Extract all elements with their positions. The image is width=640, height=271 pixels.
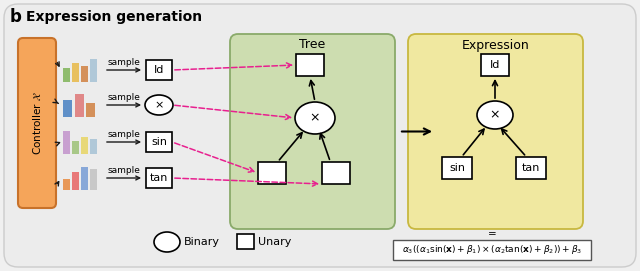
Text: Expression generation: Expression generation bbox=[26, 10, 202, 24]
Text: Binary: Binary bbox=[184, 237, 220, 247]
Bar bbox=[146, 168, 172, 188]
Bar bbox=[74, 94, 84, 117]
Text: $\alpha_3((\alpha_1\sin(\mathbf{x})+\beta_1)\times(\alpha_2\tan(\mathbf{x})+\bet: $\alpha_3((\alpha_1\sin(\mathbf{x})+\bet… bbox=[402, 244, 582, 256]
Text: sin: sin bbox=[151, 137, 167, 147]
Text: Unary: Unary bbox=[258, 237, 291, 247]
Bar bbox=[81, 167, 88, 190]
Bar bbox=[90, 59, 97, 82]
Bar bbox=[258, 162, 286, 184]
Bar bbox=[63, 179, 70, 190]
Text: Id: Id bbox=[154, 65, 164, 75]
Bar bbox=[322, 162, 350, 184]
Text: ×: × bbox=[310, 111, 320, 124]
Ellipse shape bbox=[295, 102, 335, 134]
Text: Expression: Expression bbox=[461, 38, 529, 51]
Bar bbox=[481, 54, 509, 76]
Text: Controller $\mathcal{X}$: Controller $\mathcal{X}$ bbox=[31, 91, 43, 155]
Bar bbox=[63, 100, 72, 117]
Bar bbox=[237, 234, 254, 249]
Text: ×: × bbox=[154, 100, 164, 110]
Bar bbox=[516, 157, 546, 179]
Bar bbox=[442, 157, 472, 179]
Bar bbox=[90, 169, 97, 190]
Text: sample: sample bbox=[108, 130, 140, 139]
Bar bbox=[81, 137, 88, 154]
Text: tan: tan bbox=[150, 173, 168, 183]
Bar bbox=[86, 103, 95, 117]
Bar bbox=[63, 68, 70, 82]
Bar bbox=[72, 63, 79, 82]
Bar bbox=[63, 131, 70, 154]
Text: sin: sin bbox=[449, 163, 465, 173]
Bar bbox=[146, 132, 172, 152]
Ellipse shape bbox=[145, 95, 173, 115]
Text: b: b bbox=[10, 8, 22, 26]
Bar bbox=[296, 54, 324, 76]
Bar bbox=[72, 141, 79, 154]
Bar bbox=[90, 139, 97, 154]
Text: sample: sample bbox=[108, 93, 140, 102]
Bar bbox=[81, 66, 88, 82]
Text: Tree: Tree bbox=[300, 38, 326, 51]
Ellipse shape bbox=[477, 101, 513, 129]
Ellipse shape bbox=[154, 232, 180, 252]
Text: sample: sample bbox=[108, 58, 140, 67]
FancyBboxPatch shape bbox=[230, 34, 395, 229]
Text: Id: Id bbox=[490, 60, 500, 70]
FancyBboxPatch shape bbox=[18, 38, 56, 208]
FancyBboxPatch shape bbox=[4, 4, 636, 267]
Bar bbox=[72, 172, 79, 190]
Text: tan: tan bbox=[522, 163, 540, 173]
Bar bbox=[393, 240, 591, 260]
Text: sample: sample bbox=[108, 166, 140, 175]
FancyBboxPatch shape bbox=[408, 34, 583, 229]
Text: ×: × bbox=[490, 108, 500, 121]
Text: =: = bbox=[488, 229, 497, 239]
Bar bbox=[146, 60, 172, 80]
